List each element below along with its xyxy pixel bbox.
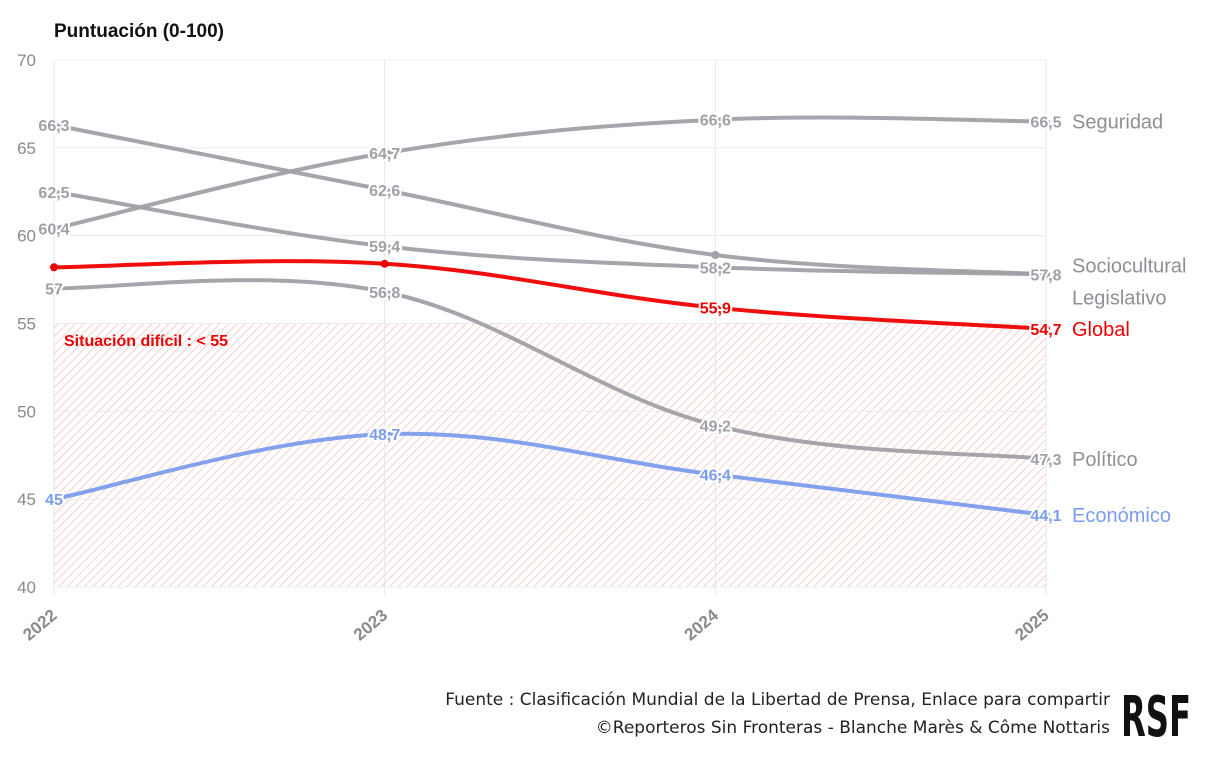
threshold-label: Situación difícil : < 55 bbox=[64, 333, 228, 350]
series-line bbox=[52, 431, 1048, 517]
data-point bbox=[50, 495, 58, 504]
series-line bbox=[52, 115, 1048, 231]
data-label: 62,5 bbox=[38, 185, 69, 202]
series-name-label: Seguridad bbox=[1072, 111, 1163, 133]
svg-text:RSF: RSF bbox=[1121, 686, 1191, 742]
data-point bbox=[380, 185, 389, 194]
data-label: 66,3 bbox=[38, 118, 69, 135]
data-label: 57 bbox=[45, 281, 63, 298]
data-label: 48,7 bbox=[369, 427, 400, 444]
series-line bbox=[52, 189, 1048, 277]
series-line bbox=[52, 122, 1048, 277]
data-point bbox=[1042, 270, 1050, 279]
rsf-logo: RSF bbox=[1120, 686, 1192, 742]
data-point bbox=[1042, 510, 1050, 519]
data-label: 49,2 bbox=[700, 418, 731, 435]
data-point bbox=[1042, 117, 1050, 126]
data-point bbox=[1042, 324, 1050, 333]
data-point bbox=[711, 470, 720, 479]
series-names: Seguridad Sociocultural Legislativo Polític… bbox=[1072, 111, 1187, 526]
data-point bbox=[380, 430, 389, 439]
x-axis: 2022 2023 2024 2025 bbox=[19, 605, 1052, 644]
data-label: 46,4 bbox=[700, 468, 731, 485]
data-point bbox=[1042, 454, 1050, 463]
data-label: 59,4 bbox=[369, 239, 400, 256]
data-label: 57,8 bbox=[1030, 267, 1061, 284]
x-tick-label: 2025 bbox=[1011, 606, 1052, 645]
y-axis-title: Puntuación (0-100) bbox=[54, 21, 224, 42]
data-label: 55,9 bbox=[700, 301, 731, 318]
data-point bbox=[50, 224, 58, 233]
x-tick-label: 2024 bbox=[681, 605, 723, 644]
data-point bbox=[50, 120, 58, 129]
data-point bbox=[711, 263, 720, 272]
data-label: 66,5 bbox=[1030, 114, 1061, 131]
data-label: 62,6 bbox=[369, 183, 400, 200]
series-lines bbox=[50, 115, 1050, 519]
series-name-label: Económico bbox=[1072, 505, 1171, 527]
series-line bbox=[52, 278, 1048, 461]
data-point bbox=[380, 242, 389, 251]
y-tick-label: 55 bbox=[17, 315, 36, 334]
data-point bbox=[50, 187, 58, 196]
line-chart: 40 45 50 55 60 65 70 2022 2023 2024 2025 Puntuaci… bbox=[17, 21, 1187, 644]
y-tick-label: 50 bbox=[17, 402, 36, 421]
data-point bbox=[711, 250, 720, 259]
credit-line: ©Reporteros Sin Fronteras - Blanche Marè… bbox=[595, 718, 1110, 738]
data-point bbox=[711, 421, 720, 430]
data-point bbox=[380, 287, 389, 296]
data-label: 47,3 bbox=[1030, 452, 1061, 469]
data-label: 56,8 bbox=[369, 285, 400, 302]
series-name-label: Global bbox=[1072, 319, 1130, 341]
y-tick-label: 45 bbox=[17, 490, 36, 509]
series-name-label: Legislativo bbox=[1072, 287, 1167, 309]
data-point bbox=[711, 115, 720, 124]
difficult-situation-zone bbox=[54, 323, 1046, 587]
y-axis: 40 45 50 55 60 65 70 bbox=[17, 51, 36, 597]
source-line: Fuente : Clasificación Mundial de la Lib… bbox=[445, 690, 1110, 710]
y-tick-label: 60 bbox=[17, 227, 36, 246]
x-tick-label: 2023 bbox=[350, 606, 391, 645]
gridlines bbox=[53, 59, 1047, 595]
data-point bbox=[380, 259, 389, 268]
data-label: 54,7 bbox=[1030, 322, 1061, 339]
data-label: 64,7 bbox=[369, 146, 400, 163]
data-label: 60,4 bbox=[38, 222, 69, 239]
series-name-label: Político bbox=[1072, 449, 1138, 471]
series-name-label: Sociocultural bbox=[1072, 255, 1187, 277]
data-label: 45 bbox=[45, 492, 63, 509]
series-line bbox=[52, 259, 1048, 331]
data-labels: 60,4 64,7 66,6 66,5 66,3 62,6 57,8 62,5 59,4 58,2… bbox=[36, 111, 1063, 527]
data-label: 44,1 bbox=[1030, 508, 1061, 525]
y-tick-label: 70 bbox=[17, 51, 36, 70]
x-tick-label: 2022 bbox=[19, 606, 60, 645]
data-point bbox=[50, 284, 58, 293]
source-footer: Fuente : Clasificación Mundial de la Lib… bbox=[445, 686, 1110, 742]
data-point bbox=[711, 303, 720, 312]
data-point bbox=[380, 149, 389, 158]
data-point bbox=[50, 263, 58, 272]
data-label: 66,6 bbox=[700, 113, 731, 130]
y-tick-label: 65 bbox=[17, 139, 36, 158]
data-label: 58,2 bbox=[700, 260, 731, 277]
y-tick-label: 40 bbox=[17, 578, 36, 597]
